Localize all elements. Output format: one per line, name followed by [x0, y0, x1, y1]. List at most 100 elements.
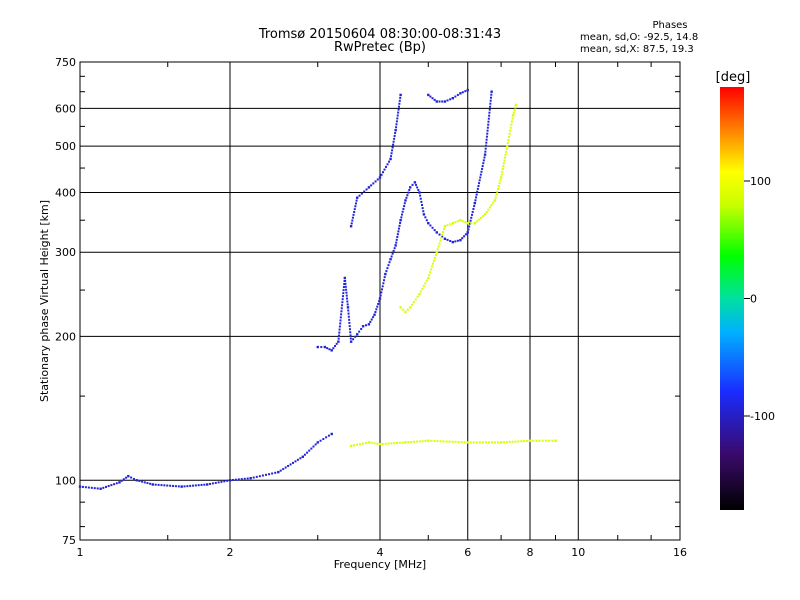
data-point: [451, 96, 455, 100]
trace-mark: [393, 442, 396, 445]
trace-mark: [440, 236, 443, 239]
data-point: [346, 306, 350, 309]
trace-mark: [386, 163, 389, 166]
data-point: [435, 251, 438, 254]
trace-mark: [374, 311, 377, 314]
data-point: [514, 103, 518, 107]
data-point: [404, 441, 407, 444]
data-point: [483, 153, 487, 156]
trace-mark: [401, 441, 404, 444]
data-point: [528, 439, 532, 442]
trace-mark: [487, 441, 490, 444]
trace-mark: [337, 337, 340, 340]
trace-mark: [373, 442, 376, 445]
data-point: [427, 439, 430, 442]
trace-mark: [348, 318, 351, 321]
data-point: [435, 231, 438, 234]
trace-mark: [237, 478, 240, 481]
trace-mark: [370, 318, 373, 321]
trace-mark: [172, 484, 175, 487]
trace-mark: [122, 478, 125, 481]
data-point: [316, 441, 319, 444]
trace-mark: [442, 440, 445, 443]
trace-mark: [505, 150, 508, 153]
trace-mark: [421, 287, 424, 290]
trace-mark: [381, 285, 384, 288]
trace-mark: [353, 444, 356, 447]
trace-mark: [438, 242, 441, 245]
trace-mark: [294, 460, 297, 463]
trace-mark: [509, 129, 512, 132]
trace-mark: [428, 274, 431, 277]
trace-mark: [154, 483, 157, 486]
trace-mark: [388, 261, 391, 264]
chart-title: Tromsø 20150604 08:30:00-08:31:43: [258, 27, 502, 42]
trace-mark: [258, 475, 261, 478]
trace-mark: [489, 102, 492, 105]
data-point: [99, 487, 102, 490]
trace-mark: [485, 135, 488, 138]
trace-mark: [397, 108, 400, 111]
data-point: [554, 439, 557, 442]
trace-mark: [406, 194, 409, 197]
trace-mark: [470, 222, 473, 225]
data-point: [378, 442, 382, 446]
trace-mark: [387, 264, 390, 267]
x-tick-label: 16: [673, 546, 687, 559]
trace-mark: [132, 477, 135, 480]
trace-mark: [343, 283, 346, 286]
trace-mark: [243, 477, 246, 480]
trace-mark: [376, 442, 379, 445]
trace-mark: [328, 348, 331, 351]
trace-mark: [408, 188, 411, 191]
trace-mark: [274, 471, 277, 474]
trace-mark: [429, 95, 432, 98]
trace-mark: [397, 111, 400, 114]
y-tick-label: 200: [55, 330, 76, 343]
data-point: [435, 100, 438, 103]
data-point: [451, 240, 455, 244]
trace-mark: [471, 213, 474, 216]
y-tick-label: 500: [55, 140, 76, 153]
trace-mark: [338, 325, 341, 328]
trace-mark: [347, 315, 350, 318]
trace-mark: [476, 187, 479, 190]
trace-mark: [395, 126, 398, 129]
trace-mark: [411, 303, 414, 306]
trace-mark: [523, 440, 526, 443]
trace-mark: [485, 211, 488, 214]
trace-mark: [488, 114, 491, 117]
trace-mark: [488, 108, 491, 111]
trace-mark: [115, 482, 118, 485]
trace-mark: [365, 324, 368, 327]
trace-mark: [431, 226, 434, 229]
trace-mark: [138, 479, 141, 482]
trace-mark: [448, 440, 451, 443]
trace-mark: [255, 475, 258, 478]
trace-mark: [81, 485, 84, 488]
trace-mark: [509, 126, 512, 129]
y-tick-label: 75: [62, 534, 76, 547]
trace-mark: [380, 291, 383, 294]
data-point: [367, 441, 371, 444]
trace-mark: [146, 482, 149, 485]
trace-mark: [363, 190, 366, 193]
trace-mark: [429, 224, 432, 227]
trace-mark: [501, 170, 504, 173]
trace-mark: [392, 143, 395, 146]
trace-mark: [456, 93, 459, 96]
trace-mark: [391, 252, 394, 255]
data-point: [118, 481, 121, 484]
y-tick-label: 300: [55, 246, 76, 259]
trace-mark: [406, 308, 409, 311]
trace-mark: [226, 479, 229, 482]
trace-mark: [438, 100, 441, 103]
data-point: [249, 477, 252, 480]
data-point: [378, 176, 382, 179]
trace-mark: [477, 185, 480, 188]
trace-mark: [484, 147, 487, 150]
trace-mark: [400, 216, 403, 219]
trace-mark: [113, 483, 116, 486]
trace-mark: [490, 93, 493, 96]
